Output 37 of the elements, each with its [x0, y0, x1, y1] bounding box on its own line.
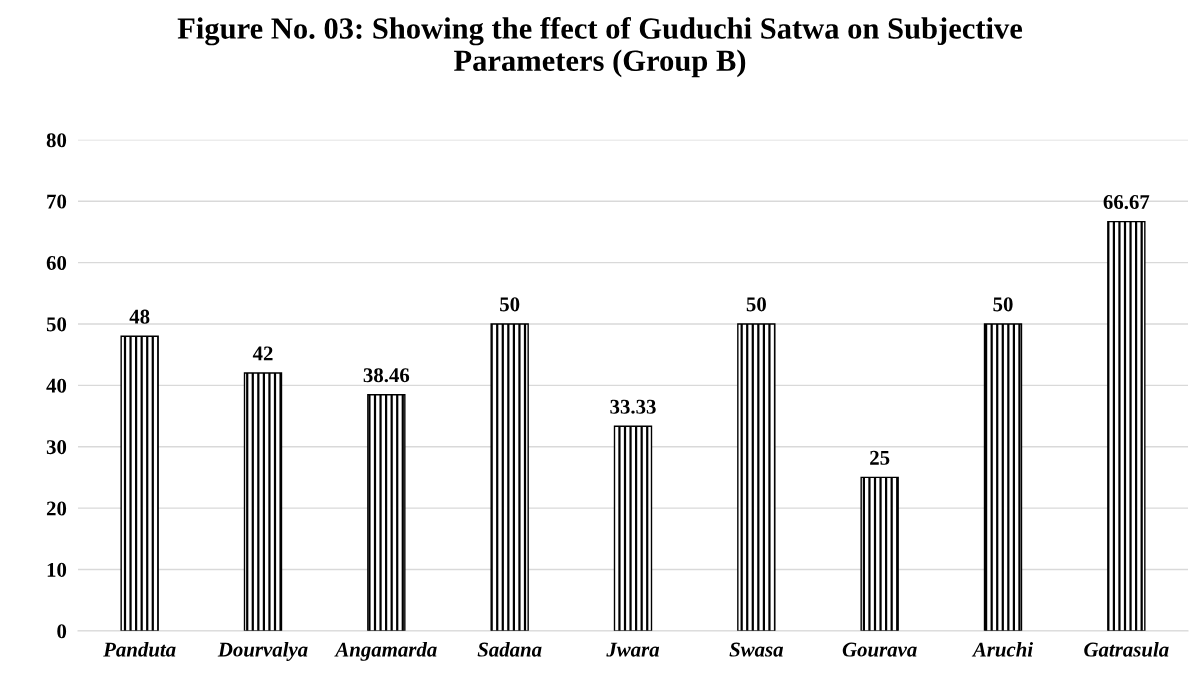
- x-tick-label: Angamarda: [334, 641, 437, 661]
- data-label: 48: [129, 309, 150, 324]
- bar: [490, 323, 529, 631]
- chart-title: Figure No. 03: Showing the ffect of Guduchi Satwa on Subjective Parameters (Group B): [177, 17, 1023, 78]
- y-tick-label: 30: [46, 440, 67, 455]
- x-tick-label: Aruchi: [971, 641, 1034, 657]
- y-tick-label: 70: [47, 194, 67, 209]
- data-label: 25: [870, 450, 890, 465]
- y-tick-label: 50: [46, 317, 67, 332]
- y-tick-label: 10: [47, 562, 67, 577]
- data-label: 38.46: [363, 368, 410, 383]
- bar: [1107, 220, 1146, 631]
- x-tick-label: Gatrasula: [1084, 641, 1169, 657]
- y-tick-label: 60: [46, 255, 67, 270]
- data-label: 33.33: [610, 399, 656, 414]
- x-tick-label: Dourvalya: [217, 641, 308, 661]
- bar: [613, 425, 653, 631]
- bar: [243, 372, 283, 631]
- data-label: 50: [500, 297, 520, 312]
- bar: [737, 323, 776, 631]
- y-tick-label: 0: [57, 624, 67, 639]
- bar: [120, 335, 159, 631]
- data-label: 50: [993, 297, 1013, 312]
- data-label: 42: [252, 346, 273, 361]
- y-tick-label: 40: [46, 378, 67, 393]
- x-tick-label: Gourava: [842, 642, 917, 657]
- bar: [860, 476, 899, 631]
- data-label: 66.67: [1103, 195, 1150, 210]
- x-tick-label: Jwara: [606, 642, 660, 657]
- x-tick-label: Panduta: [103, 641, 176, 657]
- data-label: 50: [746, 297, 766, 312]
- x-tick-label: Swasa: [729, 642, 784, 657]
- x-tick-label: Sadana: [477, 641, 542, 657]
- bar: [983, 323, 1023, 631]
- bar: [367, 394, 406, 631]
- y-tick-label: 20: [46, 501, 67, 516]
- y-tick-label: 80: [46, 133, 67, 148]
